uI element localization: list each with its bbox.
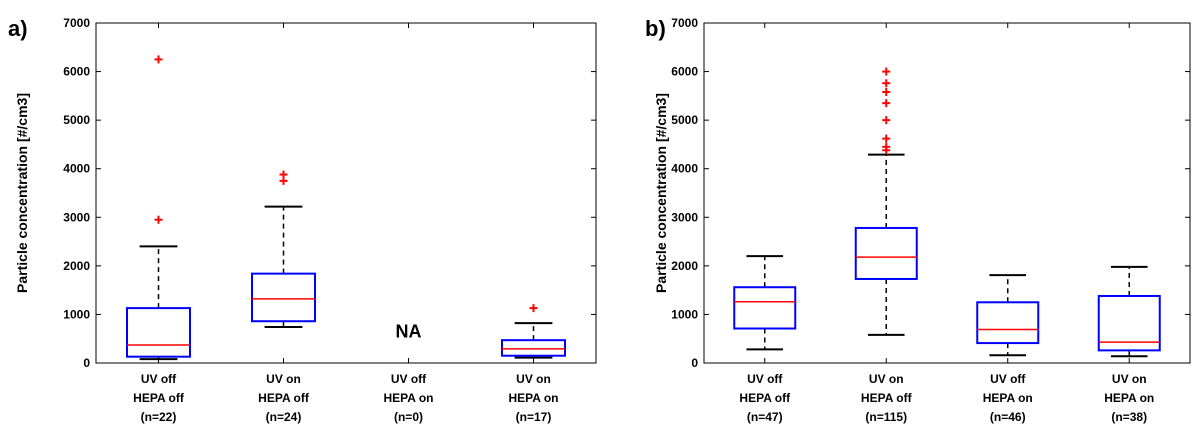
y-tick-label: 2000 (63, 259, 90, 273)
outlier-marker (154, 215, 163, 224)
panel-label: b) (645, 16, 666, 41)
y-tick-label: 6000 (671, 65, 698, 79)
box-0 (733, 255, 797, 351)
x-category-label: HEPA on (1104, 391, 1154, 405)
y-tick-label: 4000 (63, 162, 90, 176)
x-category-label: UV off (747, 372, 783, 386)
x-category-label: HEPA on (509, 391, 559, 405)
x-category-label: UV on (266, 372, 301, 386)
y-axis-label: Particle concentration [#/cm3] (653, 93, 669, 293)
y-tick-label: 0 (83, 356, 90, 370)
y-tick-label: 3000 (671, 210, 698, 224)
x-category-label: UV off (391, 372, 427, 386)
chart-panel-a: a) Particle concentration [#/cm3] 0 1000 200… (8, 16, 597, 424)
panel-label: a) (8, 16, 28, 41)
box-0 (126, 55, 191, 361)
x-category-label: (n=24) (266, 410, 302, 424)
outlier-marker (882, 116, 891, 125)
x-category-label: UV on (869, 372, 904, 386)
box-1 (251, 170, 316, 329)
x-category-label: (n=115) (865, 410, 907, 424)
y-tick-label: 0 (691, 356, 698, 370)
y-axis-label: Particle concentration [#/cm3] (14, 93, 30, 293)
iqr-box (126, 307, 191, 358)
na-annotation: NA (396, 321, 422, 341)
x-category-label: UV on (516, 372, 551, 386)
box-2 (976, 274, 1040, 357)
outlier-marker (882, 87, 891, 96)
y-tick-label: 1000 (671, 307, 698, 321)
outlier-marker (882, 67, 891, 76)
outlier-marker (529, 304, 538, 313)
y-tick-label: 7000 (671, 16, 698, 30)
y-tick-label: 1000 (63, 307, 90, 321)
x-category-label: HEPA on (983, 391, 1033, 405)
iqr-box (976, 301, 1040, 345)
x-category-label: HEPA off (861, 391, 913, 405)
box-1 (854, 67, 918, 336)
outlier-marker (882, 79, 891, 88)
x-category-label: (n=47) (747, 410, 783, 424)
plot-frame (95, 22, 597, 364)
x-category-label: HEPA on (384, 391, 434, 405)
y-tick-label: 3000 (63, 210, 90, 224)
outlier-marker (882, 134, 891, 143)
outlier-marker (154, 55, 163, 64)
iqr-box (501, 339, 566, 357)
x-category-label: HEPA off (258, 391, 310, 405)
iqr-box (733, 286, 797, 330)
y-tick-label: 5000 (671, 113, 698, 127)
x-category-label: (n=0) (394, 410, 423, 424)
iqr-box (854, 226, 918, 280)
plot-frame (703, 22, 1191, 364)
iqr-box (251, 272, 316, 323)
y-tick-label: 4000 (671, 162, 698, 176)
x-category-label: (n=17) (516, 410, 552, 424)
box-3 (501, 304, 566, 359)
outlier-marker (882, 142, 891, 151)
x-category-label: (n=22) (141, 410, 177, 424)
y-tick-label: 5000 (63, 113, 90, 127)
chart-panel-b: b) Particle concentration [#/cm3] 0 1000 200… (645, 16, 1191, 424)
outlier-marker (279, 170, 288, 179)
box-3 (1097, 265, 1161, 358)
x-category-label: HEPA off (739, 391, 791, 405)
y-tick-label: 2000 (671, 259, 698, 273)
x-category-label: UV on (1112, 372, 1147, 386)
x-category-label: (n=38) (1111, 410, 1147, 424)
x-category-label: UV off (141, 372, 177, 386)
outlier-marker (882, 99, 891, 108)
iqr-box (1097, 294, 1161, 352)
y-tick-label: 7000 (63, 16, 90, 30)
x-category-label: (n=46) (990, 410, 1026, 424)
y-tick-label: 6000 (63, 65, 90, 79)
x-category-label: UV off (990, 372, 1026, 386)
x-category-label: HEPA off (133, 391, 185, 405)
